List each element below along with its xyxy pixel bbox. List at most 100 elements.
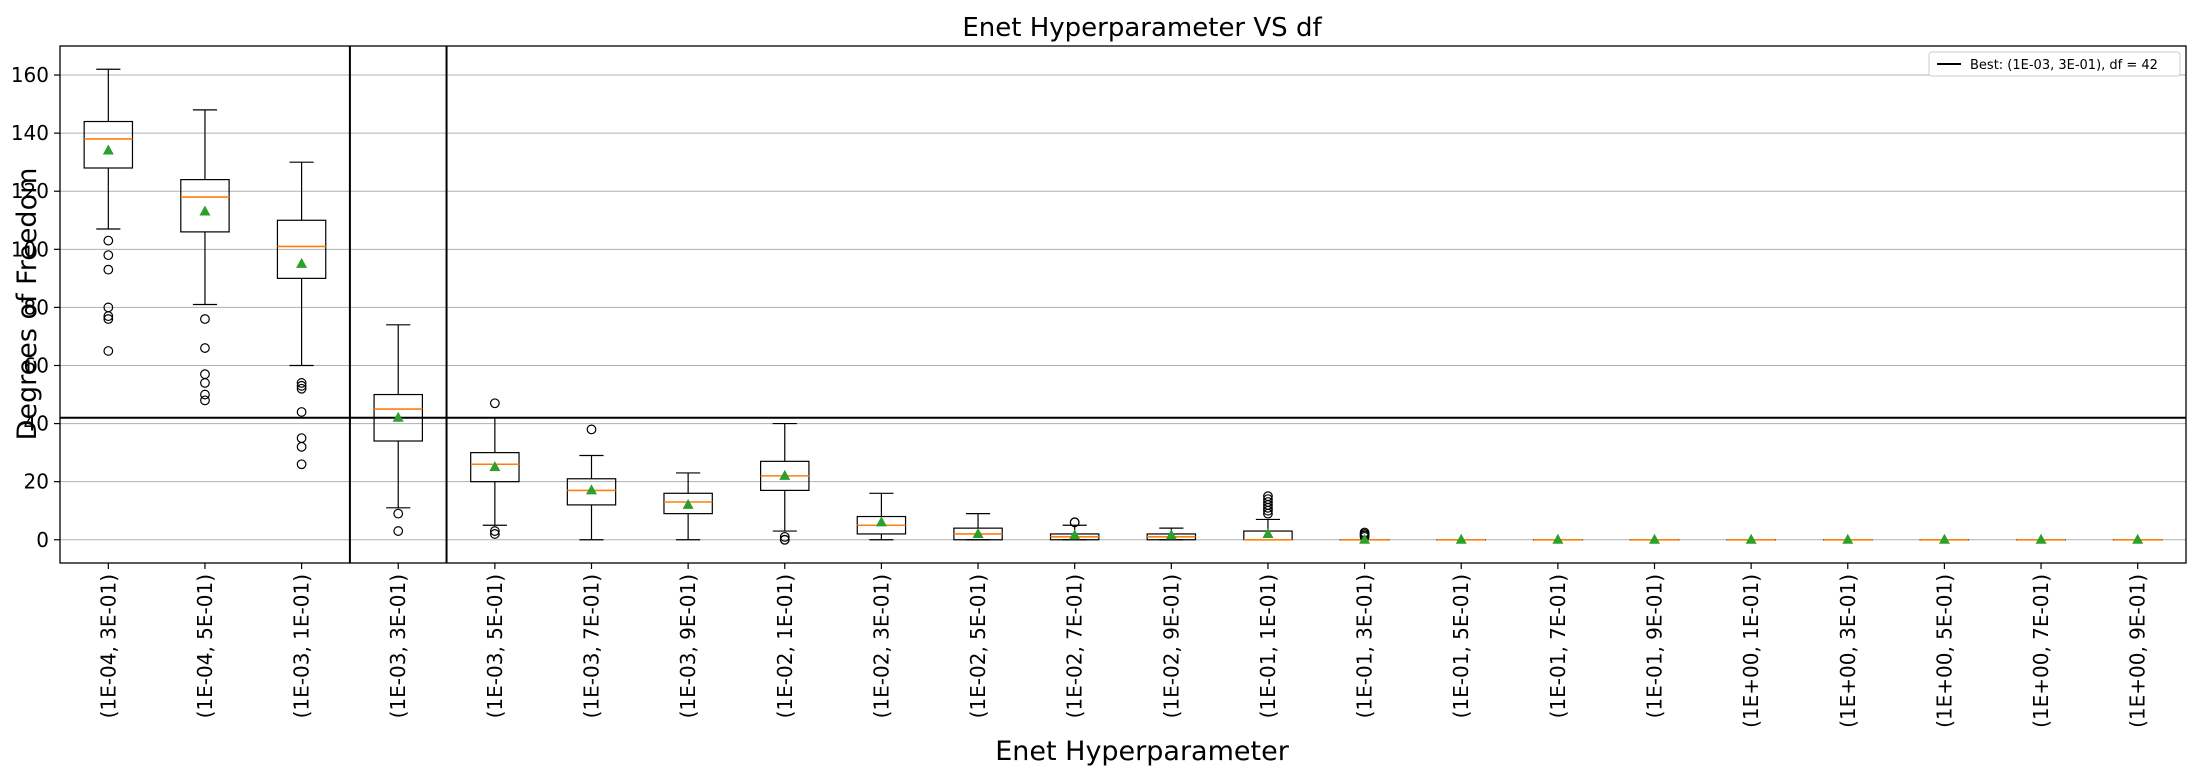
x-axis-label: Enet Hyperparameter [995,736,1290,767]
y-tick-label: 160 [11,63,49,87]
box-iqr [83,120,134,169]
outlier-point [103,264,114,275]
box-iqr [276,219,327,279]
y-tick-label: 20 [24,470,49,494]
box-group [1919,533,1970,544]
outlier-point [103,250,114,261]
outlier-point [296,383,307,394]
mean-marker [972,527,984,538]
x-tick-label: (1E-02, 1E-01) [773,574,797,718]
box-group [856,492,907,541]
box-group [470,398,520,539]
outlier-point [489,526,500,536]
mean-marker [296,257,308,268]
box-group [1049,517,1100,541]
box-iqr [180,179,230,233]
x-tick-label: (1E-01, 3E-01) [1353,574,1377,718]
box-group [180,109,230,406]
x-tick-label: (1E-02, 7E-01) [1063,574,1087,718]
x-tick-label: (1E-04, 3E-01) [96,574,120,718]
outlier-point [103,346,114,356]
box-group [2112,533,2163,544]
box-group [276,161,327,470]
box-iqr [663,492,713,515]
x-tick-label: (1E+00, 3E-01) [1836,574,1860,728]
mean-marker [1842,533,1854,544]
box-group [83,68,134,356]
legend-box [1928,51,2181,77]
outlier-point [103,311,114,322]
box-group [1629,533,1680,544]
x-tick-label: (1E-01, 5E-01) [1449,574,1473,718]
box-group [2016,533,2066,544]
y-tick-label: 140 [11,121,49,145]
outlier-point [489,398,500,409]
mean-marker [1359,533,1371,544]
box-iqr [373,393,423,442]
mean-marker [1745,533,1757,544]
mean-marker [1938,533,1950,544]
mean-marker [2132,533,2144,544]
box-group [1823,533,1873,544]
x-tick-label: (1E-01, 1E-01) [1256,574,1280,718]
mean-marker [392,411,404,422]
chart-title: Enet Hyperparameter VS df [962,13,1322,43]
y-tick-label: 100 [11,237,49,261]
outlier-point [779,534,790,545]
mean-marker [779,469,791,480]
best-reference-lines [60,46,2186,563]
box-group [1533,533,1583,544]
mean-marker [1552,533,1564,544]
outlier-point [296,459,307,470]
y-tick-label: 0 [36,528,49,552]
x-tick-label: (1E+00, 5E-01) [1932,574,1956,728]
y-tick-label: 120 [11,179,49,203]
box-group [566,424,617,541]
mean-marker [2035,533,2047,544]
outlier-point [200,343,210,353]
x-tick-label: (1E-03, 7E-01) [580,574,604,718]
outlier-point [103,314,114,324]
outlier-point [1263,497,1273,507]
x-tick-label: (1E+00, 9E-01) [2126,574,2150,728]
mean-marker [1165,529,1177,540]
outlier-point [1069,517,1080,528]
y-axis-label: Degrees of Freedom [12,168,43,441]
outlier-point [489,529,500,539]
x-tick-label: (1E+00, 7E-01) [2029,574,2053,728]
x-tick-label: (1E-02, 3E-01) [869,574,893,718]
box-iqr [470,452,520,483]
box-group [373,324,423,536]
outlier-point [200,395,210,406]
x-axis-ticks: (1E-04, 3E-01) (1E-04, 5E-01) (1E-03, 1E-0… [96,563,2150,728]
x-tick-label: (1E-02, 5E-01) [966,574,990,718]
plot-frame [59,45,2187,564]
box-group [760,422,810,545]
mean-marker [586,484,597,495]
x-tick-label: (1E-03, 5E-01) [483,574,507,718]
outlier-point [393,526,404,536]
x-tick-label: (1E-01, 9E-01) [1643,574,1667,718]
box-group [1436,533,1486,544]
outlier-point [296,433,307,444]
box-group [663,472,713,541]
box-group [1726,533,1776,544]
mean-marker [1069,529,1081,540]
y-tick-label: 80 [24,295,49,319]
mean-marker [1455,533,1467,544]
mean-marker [102,144,114,155]
outlier-point [296,380,307,391]
y-tick-label: 40 [24,412,49,436]
mean-marker [1649,533,1660,544]
outlier-point [1263,491,1273,502]
box-group [1146,527,1197,541]
legend: Best: (1E-03, 3E-01), df = 42 [1928,51,2181,77]
x-tick-label: (1E-02, 9E-01) [1159,574,1183,718]
x-tick-label: (1E-04, 5E-01) [193,574,217,718]
x-tick-label: (1E+00, 1E-01) [1739,574,1763,728]
box-group [1243,491,1293,541]
outlier-point [200,389,210,400]
mean-marker [875,516,887,527]
grid-lines [60,74,2186,541]
